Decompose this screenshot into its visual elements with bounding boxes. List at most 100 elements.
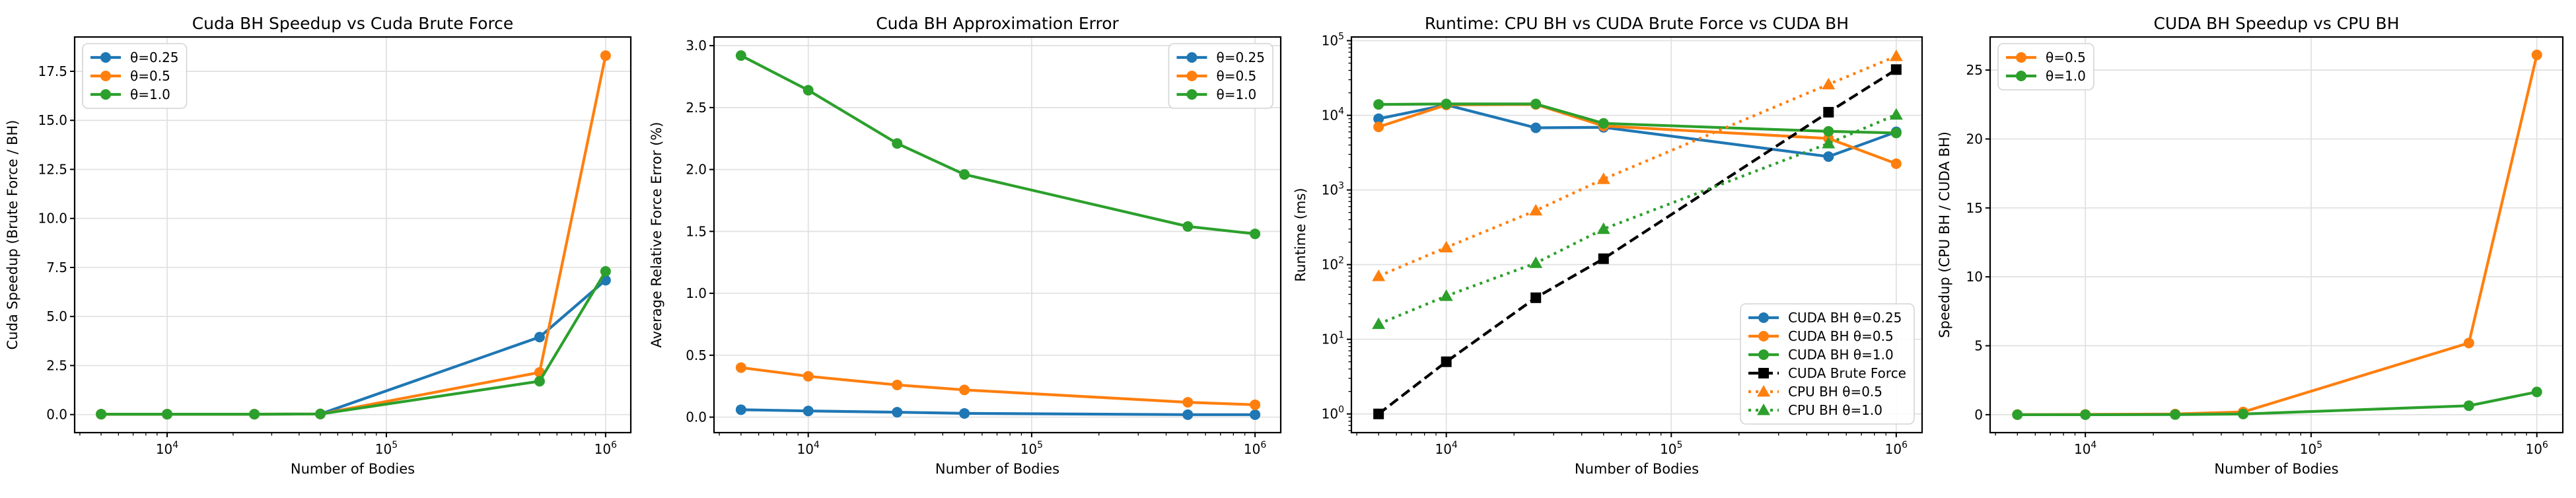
data-point-marker — [1823, 151, 1834, 162]
data-point-marker — [1250, 409, 1261, 420]
data-point-marker — [803, 371, 814, 382]
data-point-marker — [2012, 409, 2023, 420]
y-tick-label: 101 — [1322, 330, 1344, 347]
x-axis-label: Number of Bodies — [1575, 461, 1699, 477]
series-line — [101, 270, 607, 416]
grid-lines — [75, 37, 631, 433]
legend-label: θ=0.5 — [130, 68, 170, 84]
data-point-marker — [1250, 399, 1261, 410]
data-point-marker — [1372, 317, 1386, 330]
y-tick-label: 3.0 — [686, 38, 707, 53]
series-line — [1378, 55, 1897, 278]
y-tick-label: 0 — [1974, 407, 1983, 423]
data-point-marker — [1373, 408, 1384, 419]
chart-title: Cuda BH Speedup vs Cuda Brute Force — [192, 14, 514, 33]
data-point-marker — [735, 50, 746, 61]
legend-label: CPU BH θ=1.0 — [1788, 402, 1882, 418]
legend-label: θ=1.0 — [2046, 68, 2086, 84]
data-point-marker — [1182, 409, 1194, 420]
y-tick-label: 0.0 — [46, 407, 67, 423]
x-axis-label: Number of Bodies — [935, 461, 1059, 477]
data-point-marker — [1596, 222, 1610, 234]
series-group — [1372, 50, 1903, 419]
series-line — [740, 366, 1256, 406]
series-line — [2017, 390, 2538, 416]
y-axis-label: Runtime (ms) — [1293, 188, 1308, 281]
chart-panel-1: 104 105 106 0.0 2.5 5.0 7.5 10.0 12.5 15.0 17.5 Cud… — [0, 0, 644, 495]
data-point-marker — [1598, 253, 1609, 264]
y-tick-label: 102 — [1322, 256, 1344, 273]
x-tick-label: 105 — [2300, 440, 2322, 457]
data-point-marker — [2170, 409, 2181, 420]
legend-label: CUDA Brute Force — [1788, 365, 1906, 381]
legend: θ=0.5 θ=1.0 — [1997, 43, 2094, 90]
legend-label: θ=0.5 — [1216, 68, 1256, 84]
y-tick-label: 100 — [1322, 405, 1344, 422]
data-point-marker — [1250, 229, 1261, 240]
data-point-marker — [1758, 331, 1770, 341]
ticks — [709, 45, 1256, 437]
data-point-marker — [1598, 118, 1609, 129]
data-point-marker — [1373, 122, 1384, 133]
legend-label: θ=1.0 — [1216, 87, 1256, 102]
legend: θ=0.25 θ=0.5 θ=1.0 — [82, 43, 188, 109]
legend-label: θ=0.25 — [1216, 50, 1265, 65]
data-point-marker — [1758, 312, 1770, 323]
data-point-marker — [1372, 269, 1386, 281]
data-point-marker — [1530, 98, 1542, 110]
series-line — [1377, 68, 1898, 415]
legend-label: CUDA BH θ=0.25 — [1788, 310, 1902, 326]
data-point-marker — [1823, 106, 1834, 118]
y-tick-label: 1.5 — [686, 223, 707, 239]
data-point-marker — [162, 409, 173, 420]
y-tick-label: 10 — [1966, 269, 1983, 285]
grid-lines — [1990, 37, 2563, 433]
chart-canvas: 104 105 106 0.0 0.5 1.0 1.5 2.0 2.5 3.0 Cuda BH Ap… — [644, 0, 1288, 495]
data-point-marker — [96, 409, 107, 420]
legend: CUDA BH θ=0.25 CUDA BH θ=0.5 CUDA BH θ=1.0… — [1740, 303, 1915, 425]
data-point-marker — [2531, 50, 2542, 61]
x-tick-label: 104 — [1435, 440, 1457, 457]
y-tick-label: 0.0 — [686, 409, 707, 425]
y-tick-label: 15 — [1966, 200, 1983, 216]
data-point-marker — [600, 50, 611, 61]
data-point-marker — [959, 384, 970, 396]
data-point-marker — [315, 408, 326, 419]
y-tick-label: 10.0 — [38, 211, 67, 227]
series-group — [2012, 50, 2542, 420]
y-tick-label: 12.5 — [38, 161, 67, 177]
x-axis-label: Number of Bodies — [2214, 461, 2338, 477]
data-point-marker — [892, 138, 903, 149]
data-point-marker — [1373, 99, 1384, 110]
x-tick-label: 106 — [2526, 440, 2548, 457]
data-point-marker — [1439, 240, 1453, 253]
data-point-marker — [2080, 409, 2091, 420]
legend: θ=0.25 θ=0.5 θ=1.0 — [1168, 43, 1273, 109]
data-point-marker — [100, 52, 111, 63]
y-tick-label: 17.5 — [38, 63, 67, 79]
y-tick-label: 5.0 — [46, 308, 67, 324]
x-axis-label: Number of Bodies — [291, 461, 415, 477]
data-point-marker — [1757, 404, 1771, 415]
data-point-marker — [892, 407, 903, 418]
data-point-marker — [1530, 292, 1542, 303]
y-tick-label: 15.0 — [38, 112, 67, 128]
chart-canvas: 104 105 106 0 5 10 15 20 25 CUDA BH Speedup vs CP… — [1932, 0, 2576, 495]
chart-panel-4: 104 105 106 0 5 10 15 20 25 CUDA BH Speedup vs CP… — [1932, 0, 2576, 495]
legend-label: θ=0.25 — [130, 50, 179, 65]
data-point-marker — [534, 376, 545, 387]
series-line — [1378, 102, 1896, 135]
ticks — [1347, 40, 1897, 437]
data-point-marker — [1186, 52, 1198, 63]
x-tick-label: 106 — [1244, 440, 1266, 457]
x-tick-label: 106 — [594, 440, 617, 457]
y-tick-label: 0.5 — [686, 347, 707, 363]
y-axis-label: Cuda Speedup (Brute Force / BH) — [5, 120, 20, 350]
data-point-marker — [1757, 385, 1771, 397]
y-tick-label: 105 — [1322, 32, 1344, 49]
data-point-marker — [959, 169, 970, 180]
data-point-marker — [803, 406, 814, 417]
data-point-marker — [1890, 158, 1902, 169]
data-point-marker — [2531, 386, 2542, 398]
